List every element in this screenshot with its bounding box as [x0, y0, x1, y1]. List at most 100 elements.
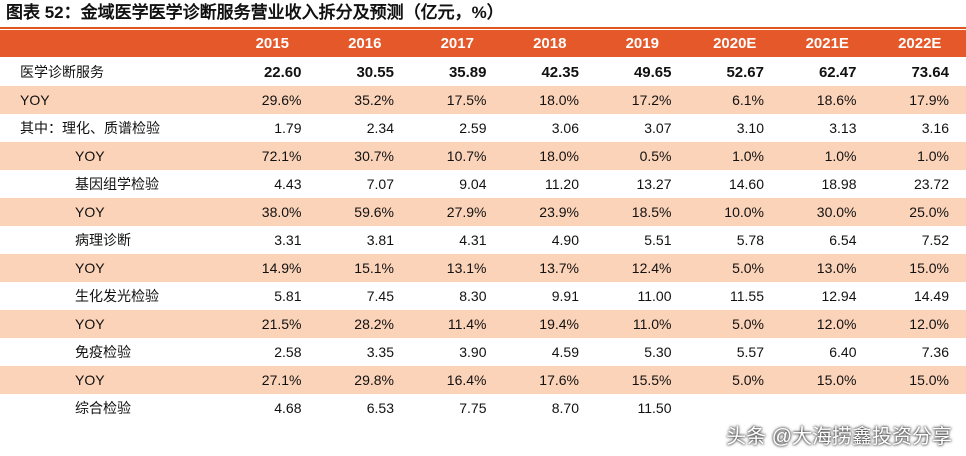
table-cell: 4.90	[551, 232, 579, 248]
table-cell: 14.60	[728, 176, 764, 192]
table-cell: 72.1%	[261, 148, 302, 164]
table-cell: 5.0%	[732, 372, 764, 388]
watermark: 头条 @大海捞鑫投资分享	[726, 426, 952, 448]
row-label: 基因组学检验	[75, 176, 159, 192]
table-cell: 14.49	[913, 288, 949, 304]
table-cell: 15.0%	[909, 372, 949, 388]
table-row: 其中：理化、质谱检验 1.79 2.34 2.59 3.06 3.07 3.10 3.13 3.…	[0, 114, 966, 142]
table-cell: 6.40	[829, 344, 857, 360]
table-cell: 19.4%	[539, 316, 579, 332]
table-cell: 11.55	[730, 288, 764, 304]
table-cell: 18.6%	[816, 92, 857, 108]
table-cell: 17.5%	[446, 92, 487, 108]
table-cell: 5.30	[644, 344, 672, 360]
row-label: YOY	[20, 92, 50, 108]
table-cell: 23.9%	[539, 204, 579, 220]
table-cell: 15.0%	[816, 372, 857, 388]
table-cell: 3.07	[644, 120, 672, 136]
table-cell: 7.36	[921, 344, 949, 360]
table-cell: 25.0%	[909, 204, 949, 220]
table-cell: 21.5%	[261, 316, 302, 332]
table-cell: 30.0%	[816, 204, 857, 220]
table-cell: 10.7%	[446, 148, 487, 164]
table-cell: 9.04	[459, 176, 487, 192]
table-row: YOY 38.0% 59.6% 27.9% 23.9% 18.5% 10.0% 30.0% 25…	[0, 198, 966, 226]
table-cell: 22.60	[263, 63, 302, 81]
table-cell: 18.0%	[539, 92, 579, 108]
column-header: 2021E	[805, 35, 849, 52]
table-row: 免疫检验 2.58 3.35 3.90 4.59 5.30 5.57 6.40 7.36	[0, 338, 966, 366]
table-cell: 3.16	[921, 120, 949, 136]
table-cell: 17.2%	[631, 92, 672, 108]
header-row: 2015 2016 2017 2018 2019 2020E 2021E 2022E	[0, 30, 966, 57]
table-cell: 12.0%	[909, 316, 949, 332]
table-cell: 28.2%	[354, 316, 394, 332]
table-cell: 4.59	[551, 344, 579, 360]
table-cell: 11.0%	[632, 316, 672, 332]
table-cell: 29.6%	[261, 92, 302, 108]
table-cell: 27.9%	[446, 204, 487, 220]
table-cell: 1.0%	[824, 148, 857, 164]
table-row: YOY 29.6% 35.2% 17.5% 18.0% 17.2% 6.1% 18.6% 17.…	[0, 86, 966, 114]
table-cell: 2.58	[274, 344, 302, 360]
column-header: 2020E	[713, 35, 757, 52]
title-rule	[0, 27, 966, 29]
table-cell: 5.57	[736, 344, 764, 360]
table-row: YOY 72.1% 30.7% 10.7% 18.0% 0.5% 1.0% 1.0% 1.0%	[0, 142, 966, 170]
table-cell: 73.64	[911, 63, 949, 81]
table-cell: 13.7%	[539, 260, 579, 276]
table-cell: 11.20	[545, 176, 579, 192]
table-row: YOY 27.1% 29.8% 16.4% 17.6% 15.5% 5.0% 15.0% 15.…	[0, 366, 966, 394]
row-label: YOY	[75, 204, 105, 220]
table-cell: 1.0%	[732, 148, 764, 164]
table-cell: 4.68	[274, 400, 302, 416]
table-cell: 5.78	[736, 232, 764, 248]
table-cell: 8.30	[459, 288, 487, 304]
table-cell: 7.07	[366, 176, 394, 192]
table-cell: 12.4%	[631, 260, 672, 276]
table-cell: 6.1%	[732, 92, 764, 108]
table-cell: 11.00	[637, 288, 672, 304]
table-cell: 15.1%	[354, 260, 394, 276]
table: 2015 2016 2017 2018 2019 2020E 2021E 2022E 医学诊断服…	[0, 30, 966, 422]
table-row: 生化发光检验 5.81 7.45 8.30 9.91 11.00 11.55 12.94 14.…	[0, 282, 966, 310]
table-cell: 4.31	[459, 232, 487, 248]
table-cell: 3.81	[366, 232, 394, 248]
table-cell: 9.91	[551, 288, 579, 304]
table-cell: 27.1%	[261, 372, 302, 388]
table-cell: 3.10	[736, 120, 764, 136]
table-cell: 59.6%	[354, 204, 394, 220]
table-cell: 5.81	[274, 288, 302, 304]
table-row: 基因组学检验 4.43 7.07 9.04 11.20 13.27 14.60 18.98 23…	[0, 170, 966, 198]
table-cell: 11.50	[637, 400, 672, 416]
table-cell: 35.89	[448, 63, 487, 81]
table-cell: 8.70	[551, 400, 579, 416]
table-cell: 49.65	[633, 63, 672, 81]
column-header: 2016	[348, 35, 382, 52]
table-cell: 18.5%	[631, 204, 672, 220]
table-cell: 5.51	[644, 232, 672, 248]
table-cell: 18.0%	[539, 148, 579, 164]
table-cell: 5.0%	[732, 260, 764, 276]
table-row: 医学诊断服务 22.60 30.55 35.89 42.35 49.65 52.67 62.4…	[0, 58, 966, 86]
table-cell: 13.0%	[816, 260, 857, 276]
table-cell: 3.13	[829, 120, 857, 136]
table-cell: 23.72	[913, 176, 949, 192]
table-cell: 42.35	[541, 63, 579, 81]
row-label: YOY	[75, 148, 105, 164]
row-label: 综合检验	[75, 400, 131, 416]
column-header: 2015	[255, 35, 289, 52]
table-cell: 15.5%	[631, 372, 672, 388]
table-cell: 2.59	[459, 120, 487, 136]
table-cell: 17.6%	[539, 372, 579, 388]
table-cell: 62.47	[818, 63, 857, 81]
table-cell: 1.79	[274, 120, 302, 136]
table-cell: 6.53	[366, 400, 394, 416]
table-cell: 10.0%	[724, 204, 764, 220]
row-label: YOY	[75, 372, 105, 388]
column-header: 2018	[533, 35, 567, 52]
table-cell: 5.0%	[732, 316, 764, 332]
table-row: YOY 14.9% 15.1% 13.1% 13.7% 12.4% 5.0% 13.0% 15.…	[0, 254, 966, 282]
table-cell: 30.55	[356, 63, 394, 81]
column-header: 2017	[440, 35, 474, 52]
